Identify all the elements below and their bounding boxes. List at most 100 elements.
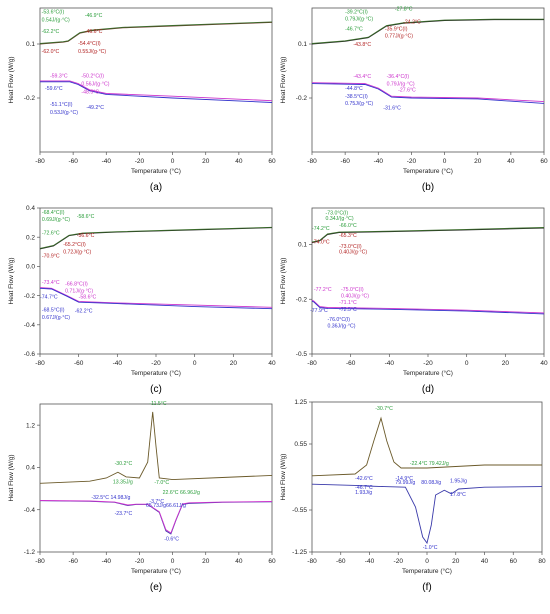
annotation-label: 0.55J/(g·°C)	[78, 49, 106, 55]
annotation-label: 0.34J/(g·°C)	[326, 216, 354, 222]
series-line-3	[311, 82, 545, 103]
series-line-1	[311, 416, 542, 477]
x-tick-label: -40	[365, 558, 375, 565]
series-line-2	[39, 21, 273, 44]
annotation-label: -46.7°C	[345, 27, 363, 33]
x-tick-label: -40	[374, 158, 384, 165]
annotation-label: 65.73J/g	[146, 503, 166, 509]
series-line-1	[311, 19, 544, 45]
series-line-4	[311, 300, 545, 315]
plot-frame	[39, 403, 273, 553]
annotation-label: -74.7°C	[40, 295, 58, 301]
annotation-label: -36.4°C(I)	[387, 74, 410, 80]
panel-caption: (e)	[150, 582, 162, 593]
series-line-3	[311, 299, 545, 314]
annotation-label: -45.6°C	[85, 29, 103, 35]
series-line-4	[40, 81, 273, 103]
annotation-label: -68.5°C(I)	[42, 308, 65, 314]
y-tick-label: -0.2	[24, 293, 36, 300]
annotation-label: 0.71J/(g·°C)	[65, 289, 93, 295]
x-tick-label: -60	[340, 158, 350, 165]
annotation-label: -31.6°C	[383, 106, 401, 112]
annotation-label: -7.0°C	[154, 480, 169, 486]
annotation-label: -46.7°C	[355, 485, 373, 491]
x-axis-label: Temperature (°C)	[403, 369, 453, 377]
x-tick-label: -40	[102, 558, 112, 565]
x-tick-label: 0	[171, 158, 175, 165]
annotation-label: 0.75J/(g·°C)	[345, 101, 373, 107]
y-axis-label: Heat Flow (W/g)	[280, 454, 287, 501]
y-axis-label: Heat Flow (W/g)	[280, 258, 287, 305]
x-tick-label: -20	[135, 558, 145, 565]
x-tick-label: 20	[202, 558, 210, 565]
x-axis-label: Temperature (°C)	[131, 567, 181, 575]
series-line-2	[311, 483, 543, 545]
annotation-label: 17.8°C	[450, 492, 466, 498]
series-line-4	[39, 287, 273, 310]
annotation-label: -32.5°C 14.98J/g	[91, 495, 130, 501]
series-line-2	[311, 18, 544, 44]
y-tick-label: -0.4	[24, 322, 36, 329]
annotation-label: 0.54J/(g·°C)	[42, 18, 70, 24]
annotation-label: -62.2°C	[42, 29, 60, 35]
annotation-label: 0.40J/(g·°C)	[339, 250, 367, 256]
x-tick-label: -40	[102, 158, 112, 165]
annotation-label: 0.72J/(g·°C)	[63, 249, 91, 255]
annotation-label: -72.5°C	[339, 307, 357, 313]
x-axis-label: Temperature (°C)	[131, 167, 181, 175]
annotation-label: -30.7°C	[375, 406, 393, 412]
panel-caption: (d)	[422, 384, 434, 395]
y-tick-label: -1.2	[24, 549, 36, 556]
annotation-label: 80.08J/g	[421, 480, 441, 486]
annotation-label: 1.95J/g	[450, 478, 467, 484]
annotation-label: -71.1°C	[339, 300, 357, 306]
panel-caption: (f)	[422, 582, 431, 593]
x-axis-label: Temperature (°C)	[402, 567, 452, 575]
y-tick-label: 0.55	[294, 441, 307, 448]
annotation-label: -74.2°C	[312, 226, 330, 232]
annotation-label: 0.67J/(g·°C)	[42, 315, 70, 321]
annotation-label: -68.4°C(I)	[42, 210, 65, 216]
y-tick-label: 0.1	[298, 41, 307, 48]
x-tick-label: 40	[235, 158, 243, 165]
annotation-label: 13.35J/g	[113, 479, 133, 485]
annotation-label: -0.6°C	[164, 536, 179, 542]
annotation-label: -65.3°C	[339, 233, 357, 239]
annotation-label: -23.7°C	[115, 511, 133, 517]
y-tick-label: 0.4	[26, 205, 35, 212]
annotation-label: 66.61J/g	[166, 503, 186, 509]
series-line-2	[39, 226, 273, 249]
series-line-1	[39, 21, 273, 45]
panel-e: -80 -60 -40 -20 0 20 40 60 1.2 0.4 -0.4 -1.2 Heat Fl…	[8, 401, 276, 593]
panel-c: -80 -60 -40 -20 0 20 40 0.4 0.2 0.0 -0.2 -0.4 -0.6 He…	[8, 205, 276, 395]
annotation-label: 0.69J/(g·°C)	[42, 217, 70, 223]
annotation-label: -3.7°C	[149, 499, 164, 505]
x-tick-label: 40	[268, 360, 276, 367]
y-tick-label: 0.2	[26, 234, 35, 241]
annotation-label: -62.0°C	[42, 49, 60, 55]
y-axis-label: Heat Flow (W/g)	[8, 57, 15, 104]
annotation-label: 0.36J/(g·°C)	[327, 324, 355, 330]
x-tick-label: -60	[68, 158, 78, 165]
annotation-label: -14.9°C	[395, 476, 413, 482]
annotation-label: -77.9°C	[310, 308, 328, 314]
annotation-label: -53.6°C(I)	[42, 9, 65, 15]
y-axis-label: Heat Flow (W/g)	[8, 455, 15, 502]
annotation-label: -39.2°C(I)	[345, 9, 368, 15]
annotation-label: -43.4°C	[353, 74, 371, 80]
x-axis-label: Temperature (°C)	[131, 369, 181, 377]
panel-a: -80 -60 -40 -20 0 20 40 60 0.1 -0.2 Heat Flow (W/g…	[8, 7, 276, 193]
annotation-label: -73.0°C(I)	[326, 210, 349, 216]
panel-f: -80 -60 -40 -20 0 20 40 60 80 1.25 0.55 -0.55 -1.25 H…	[280, 399, 546, 593]
annotation-label: -11.5°C	[149, 401, 167, 407]
x-tick-label: 40	[507, 158, 515, 165]
x-tick-label: 0	[465, 360, 469, 367]
x-tick-label: -60	[346, 360, 356, 367]
y-tick-label: 0.1	[298, 242, 307, 249]
annotation-label: -38.5°C(I)	[345, 94, 368, 100]
panel-caption: (c)	[150, 384, 162, 395]
annotation-label: -66.0°C	[339, 223, 357, 229]
series-line-3	[40, 80, 273, 102]
annotation-label: 22.6°C 66.96J/g	[163, 490, 200, 496]
annotation-label: -43.8°C	[353, 42, 371, 48]
